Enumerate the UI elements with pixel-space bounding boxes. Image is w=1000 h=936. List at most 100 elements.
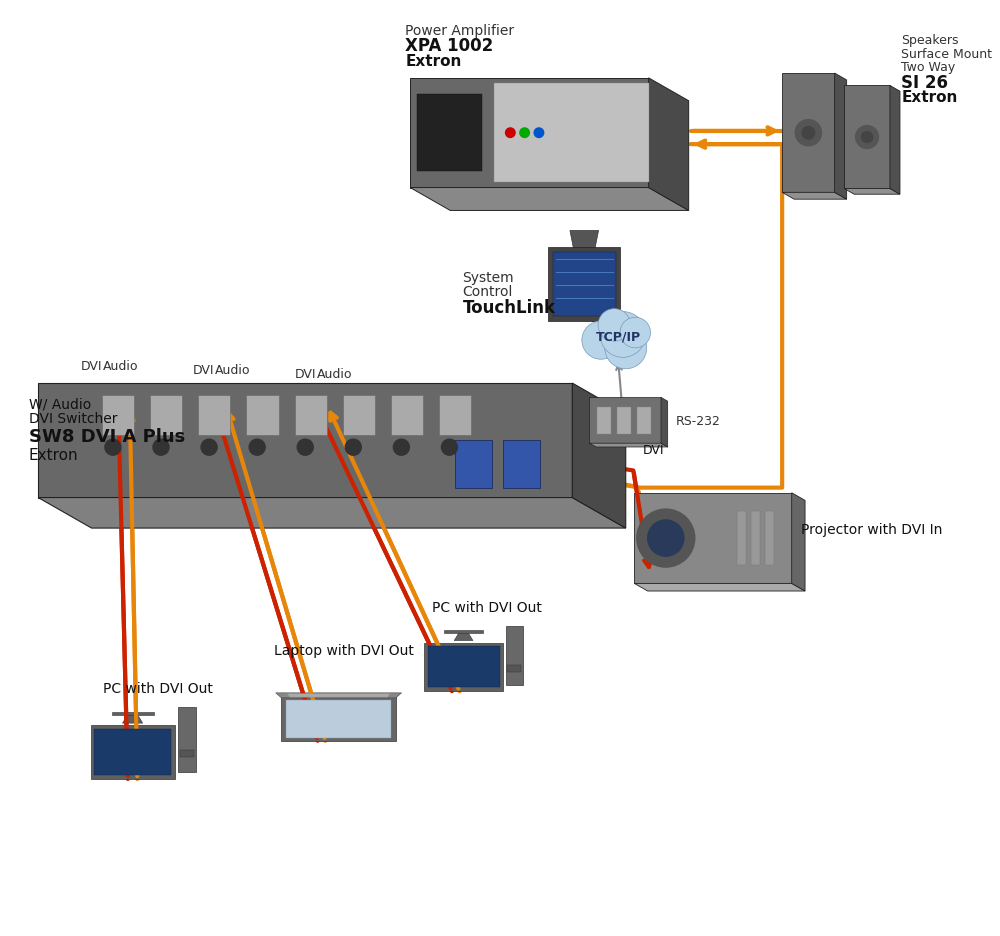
Text: Extron: Extron bbox=[405, 54, 462, 69]
Circle shape bbox=[600, 313, 646, 358]
Circle shape bbox=[582, 322, 620, 359]
Text: SI 26: SI 26 bbox=[901, 74, 948, 92]
Polygon shape bbox=[589, 444, 668, 447]
Polygon shape bbox=[751, 511, 760, 565]
Text: TouchLink: TouchLink bbox=[463, 300, 556, 317]
Text: System: System bbox=[463, 271, 514, 285]
Text: Speakers: Speakers bbox=[901, 34, 959, 47]
Circle shape bbox=[620, 318, 651, 348]
Polygon shape bbox=[572, 384, 626, 529]
Circle shape bbox=[862, 132, 873, 143]
Polygon shape bbox=[150, 395, 182, 435]
Polygon shape bbox=[782, 193, 847, 200]
Polygon shape bbox=[548, 247, 620, 322]
Polygon shape bbox=[424, 643, 503, 692]
Circle shape bbox=[637, 509, 695, 567]
Polygon shape bbox=[343, 395, 375, 435]
Polygon shape bbox=[444, 631, 483, 633]
Polygon shape bbox=[391, 395, 423, 435]
Text: PC with DVI Out: PC with DVI Out bbox=[103, 681, 213, 695]
Polygon shape bbox=[281, 696, 396, 741]
Polygon shape bbox=[503, 441, 540, 489]
Polygon shape bbox=[410, 188, 689, 212]
Circle shape bbox=[105, 440, 121, 456]
Polygon shape bbox=[617, 407, 631, 434]
Circle shape bbox=[534, 129, 544, 139]
Text: Extron: Extron bbox=[29, 447, 78, 462]
Circle shape bbox=[153, 440, 169, 456]
Polygon shape bbox=[649, 79, 689, 212]
Circle shape bbox=[393, 440, 409, 456]
Polygon shape bbox=[634, 584, 805, 592]
Text: XPA 1002: XPA 1002 bbox=[405, 37, 494, 55]
Polygon shape bbox=[737, 511, 746, 565]
Polygon shape bbox=[102, 395, 134, 435]
Polygon shape bbox=[112, 712, 154, 715]
Polygon shape bbox=[553, 253, 616, 316]
Polygon shape bbox=[844, 189, 900, 195]
Text: Two Way: Two Way bbox=[901, 61, 956, 74]
Circle shape bbox=[856, 126, 878, 149]
Polygon shape bbox=[507, 665, 521, 672]
Polygon shape bbox=[890, 86, 900, 195]
Polygon shape bbox=[454, 632, 473, 641]
Circle shape bbox=[201, 440, 217, 456]
Text: RS-232: RS-232 bbox=[675, 415, 720, 428]
Text: Audio: Audio bbox=[103, 360, 139, 373]
Circle shape bbox=[802, 127, 815, 139]
Polygon shape bbox=[570, 231, 599, 249]
Polygon shape bbox=[494, 84, 649, 183]
Circle shape bbox=[297, 440, 313, 456]
Polygon shape bbox=[91, 725, 175, 779]
Circle shape bbox=[345, 440, 361, 456]
Circle shape bbox=[520, 129, 529, 139]
Polygon shape bbox=[428, 646, 500, 688]
Polygon shape bbox=[286, 700, 391, 739]
Polygon shape bbox=[765, 511, 774, 565]
Polygon shape bbox=[295, 395, 327, 435]
Text: PC with DVI Out: PC with DVI Out bbox=[432, 601, 542, 615]
Polygon shape bbox=[410, 79, 649, 188]
Circle shape bbox=[598, 310, 630, 342]
Polygon shape bbox=[637, 407, 651, 434]
Text: SW8 DVI A Plus: SW8 DVI A Plus bbox=[29, 427, 185, 446]
Polygon shape bbox=[276, 693, 402, 698]
Polygon shape bbox=[94, 729, 171, 775]
Text: DVI: DVI bbox=[193, 364, 214, 377]
Polygon shape bbox=[198, 395, 230, 435]
Text: DVI: DVI bbox=[81, 360, 102, 373]
Polygon shape bbox=[178, 708, 196, 772]
Text: DVI: DVI bbox=[294, 368, 316, 381]
Polygon shape bbox=[792, 493, 805, 592]
Text: Projector with DVI In: Projector with DVI In bbox=[801, 522, 943, 536]
Polygon shape bbox=[844, 86, 890, 189]
Polygon shape bbox=[835, 74, 847, 200]
Polygon shape bbox=[782, 74, 835, 193]
Circle shape bbox=[605, 328, 647, 370]
Text: DVI: DVI bbox=[643, 444, 664, 457]
Polygon shape bbox=[417, 95, 482, 172]
Text: Control: Control bbox=[463, 285, 513, 299]
Circle shape bbox=[648, 520, 684, 557]
Polygon shape bbox=[634, 493, 792, 584]
Polygon shape bbox=[506, 626, 523, 685]
Text: Audio: Audio bbox=[215, 364, 251, 377]
Text: Power Amplifier: Power Amplifier bbox=[405, 24, 515, 38]
Polygon shape bbox=[287, 694, 390, 697]
Polygon shape bbox=[180, 751, 194, 757]
Text: TCP/IP: TCP/IP bbox=[596, 330, 641, 344]
Polygon shape bbox=[661, 398, 668, 447]
Polygon shape bbox=[38, 384, 572, 498]
Text: Audio: Audio bbox=[317, 368, 352, 381]
Text: DVI Switcher: DVI Switcher bbox=[29, 412, 117, 426]
Circle shape bbox=[441, 440, 457, 456]
Polygon shape bbox=[38, 498, 626, 529]
Text: Surface Mount: Surface Mount bbox=[901, 48, 992, 61]
Polygon shape bbox=[123, 713, 143, 724]
Polygon shape bbox=[589, 398, 661, 444]
Circle shape bbox=[506, 129, 515, 139]
Circle shape bbox=[795, 121, 822, 147]
Polygon shape bbox=[455, 441, 492, 489]
Text: Extron: Extron bbox=[901, 91, 958, 106]
Text: W/ Audio: W/ Audio bbox=[29, 397, 91, 411]
